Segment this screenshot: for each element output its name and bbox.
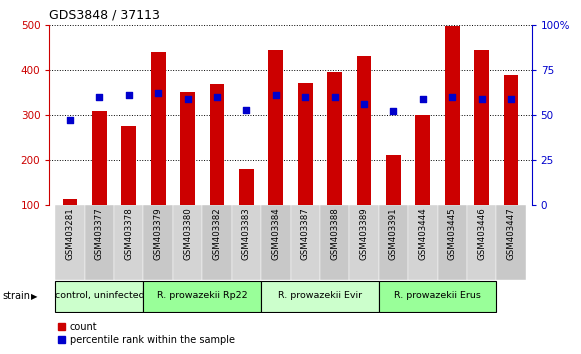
Bar xyxy=(55,205,85,280)
Bar xyxy=(298,84,313,205)
Text: GSM403379: GSM403379 xyxy=(154,207,163,260)
Text: ▶: ▶ xyxy=(31,292,37,301)
Point xyxy=(153,91,163,96)
Text: GSM403382: GSM403382 xyxy=(213,207,221,260)
Point xyxy=(418,96,428,102)
Bar xyxy=(379,205,408,280)
Bar xyxy=(415,115,430,205)
Text: GSM403388: GSM403388 xyxy=(330,207,339,260)
Bar xyxy=(144,281,261,312)
Bar xyxy=(63,199,77,205)
Bar xyxy=(261,281,379,312)
Bar xyxy=(55,281,144,312)
Bar xyxy=(92,110,107,205)
Bar xyxy=(349,205,379,280)
Text: GSM403387: GSM403387 xyxy=(301,207,310,260)
Bar xyxy=(232,205,261,280)
Bar xyxy=(144,205,173,280)
Point xyxy=(507,96,516,102)
Text: GSM403281: GSM403281 xyxy=(66,207,74,260)
Point xyxy=(447,94,457,100)
Bar xyxy=(290,205,320,280)
Text: GSM403447: GSM403447 xyxy=(507,207,515,260)
Bar xyxy=(85,205,114,280)
Point xyxy=(477,96,486,102)
Bar xyxy=(268,50,283,205)
Text: R. prowazekii Erus: R. prowazekii Erus xyxy=(394,291,481,300)
Point xyxy=(124,92,134,98)
Text: GSM403444: GSM403444 xyxy=(418,207,427,260)
Point xyxy=(300,94,310,100)
Text: GSM403389: GSM403389 xyxy=(360,207,368,260)
Bar xyxy=(445,26,460,205)
Text: GSM403377: GSM403377 xyxy=(95,207,104,260)
Point xyxy=(242,107,251,113)
Bar xyxy=(202,205,232,280)
Text: R. prowazekii Evir: R. prowazekii Evir xyxy=(278,291,362,300)
Bar xyxy=(379,281,496,312)
Text: GSM403445: GSM403445 xyxy=(448,207,457,260)
Bar xyxy=(151,52,166,205)
Bar xyxy=(210,84,224,205)
Text: GSM403446: GSM403446 xyxy=(477,207,486,260)
Bar xyxy=(504,75,518,205)
Legend: count, percentile rank within the sample: count, percentile rank within the sample xyxy=(54,318,239,349)
Point xyxy=(65,118,74,123)
Point xyxy=(183,96,192,102)
Point xyxy=(271,92,281,98)
Bar xyxy=(121,126,136,205)
Bar xyxy=(173,205,202,280)
Bar xyxy=(357,56,371,205)
Bar xyxy=(114,205,144,280)
Bar xyxy=(261,205,290,280)
Bar xyxy=(437,205,467,280)
Text: GSM403383: GSM403383 xyxy=(242,207,251,260)
Text: strain: strain xyxy=(3,291,31,302)
Bar xyxy=(239,169,254,205)
Bar xyxy=(320,205,349,280)
Text: R. prowazekii Rp22: R. prowazekii Rp22 xyxy=(157,291,248,300)
Point xyxy=(95,94,104,100)
Text: GSM403378: GSM403378 xyxy=(124,207,133,260)
Point xyxy=(389,109,398,114)
Bar xyxy=(467,205,496,280)
Bar xyxy=(496,205,526,280)
Text: GSM403380: GSM403380 xyxy=(183,207,192,260)
Bar xyxy=(408,205,437,280)
Point xyxy=(360,101,369,107)
Text: GDS3848 / 37113: GDS3848 / 37113 xyxy=(49,9,160,22)
Point xyxy=(212,94,221,100)
Bar xyxy=(474,50,489,205)
Text: control, uninfected: control, uninfected xyxy=(55,291,144,300)
Text: GSM403391: GSM403391 xyxy=(389,207,398,260)
Bar xyxy=(180,92,195,205)
Point xyxy=(330,94,339,100)
Text: GSM403384: GSM403384 xyxy=(271,207,280,260)
Bar xyxy=(327,72,342,205)
Bar xyxy=(386,155,401,205)
